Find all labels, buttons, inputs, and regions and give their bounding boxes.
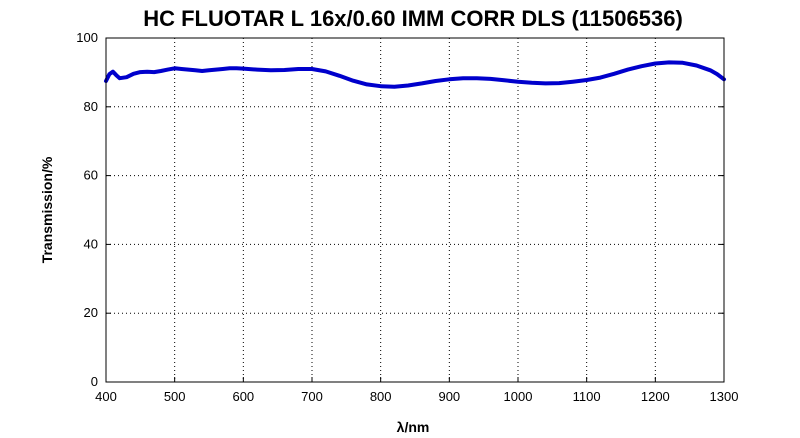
y-tick-label: 20 — [84, 305, 98, 320]
y-tick-label: 40 — [84, 236, 98, 251]
x-tick-label: 500 — [164, 389, 186, 404]
y-tick-label: 100 — [76, 30, 98, 45]
x-axis-label: λ/nm — [397, 419, 430, 435]
x-tick-label: 1200 — [641, 389, 670, 404]
x-tick-label: 1300 — [710, 389, 739, 404]
x-tick-label: 1100 — [573, 389, 601, 404]
axis-ticks: 400 500 600 700 800 900 1000 1100 1200 1300 0 20 40 6… — [76, 30, 738, 404]
y-axis-label: Transmission/% — [39, 156, 55, 263]
transmission-series-line — [104, 60, 726, 89]
gridlines — [106, 38, 724, 382]
x-tick-label: 800 — [370, 389, 392, 404]
y-tick-label: 80 — [84, 99, 98, 114]
chart-title: HC FLUOTAR L 16x/0.60 IMM CORR DLS (1150… — [143, 6, 683, 31]
plot-frame — [105, 37, 725, 383]
x-tick-label: 400 — [95, 389, 117, 404]
x-tick-label: 700 — [301, 389, 323, 404]
x-tick-label: 900 — [438, 389, 460, 404]
y-tick-label: 60 — [84, 168, 98, 183]
y-tick-label: 0 — [91, 374, 98, 389]
series-layer — [104, 60, 726, 89]
x-tick-label: 1000 — [504, 389, 533, 404]
x-tick-label: 600 — [232, 389, 254, 404]
